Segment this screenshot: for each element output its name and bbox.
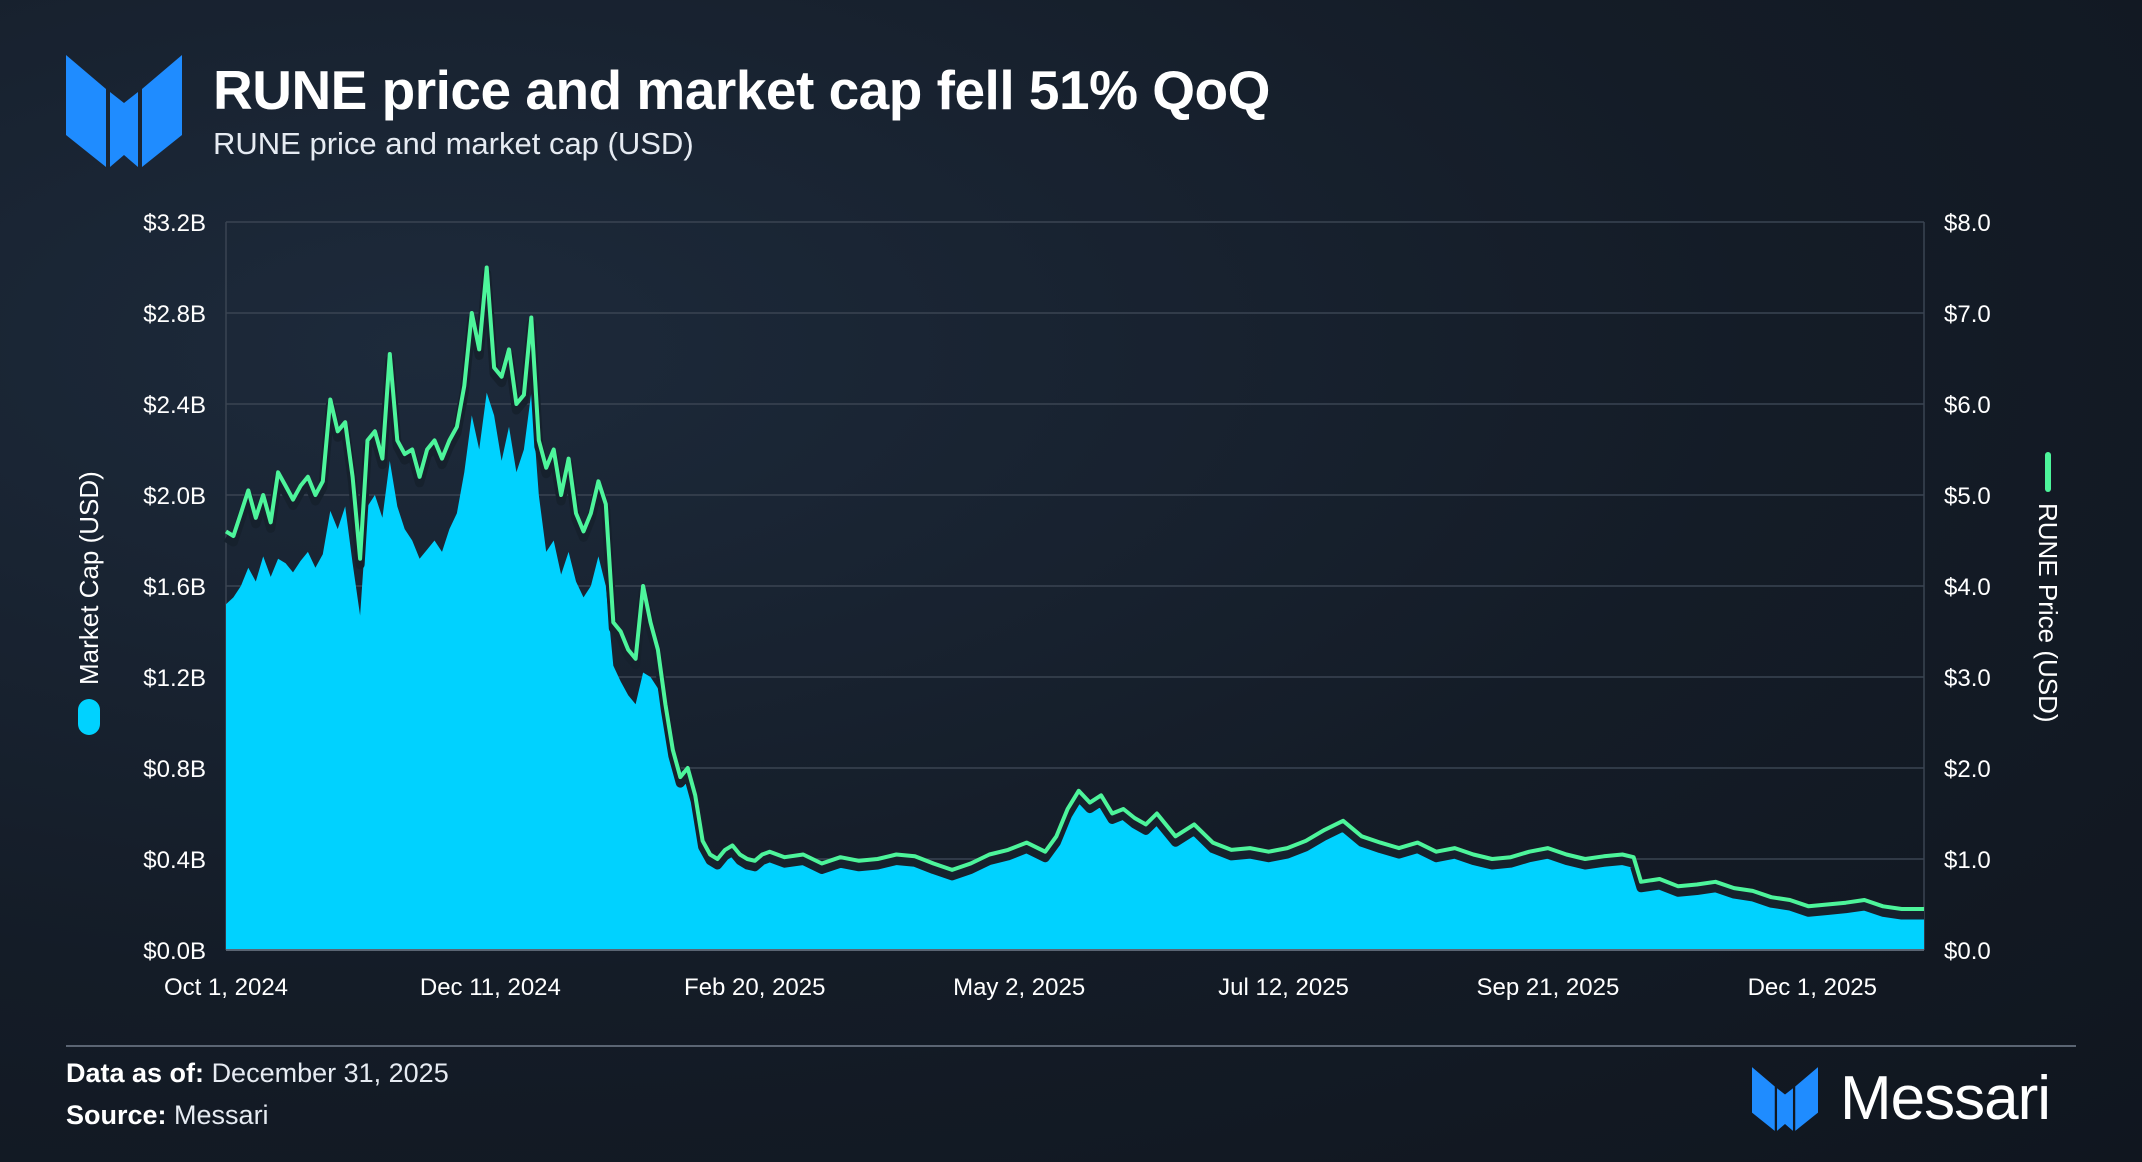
messari-brand-icon bbox=[1752, 1066, 1818, 1131]
brand: Messari bbox=[1752, 1063, 2051, 1134]
x-tick-label: Oct 1, 2024 bbox=[164, 974, 288, 1001]
left-tick-label: $0.0B bbox=[143, 938, 206, 965]
right-tick-label: $6.0 bbox=[1944, 392, 1991, 419]
right-tick-label: $5.0 bbox=[1944, 483, 1991, 510]
left-tick-label: $0.4B bbox=[143, 847, 206, 874]
x-tick-label: Dec 1, 2025 bbox=[1748, 974, 1877, 1001]
source-label: Source: bbox=[66, 1100, 167, 1130]
right-tick-label: $2.0 bbox=[1944, 756, 1991, 783]
right-tick-label: $8.0 bbox=[1944, 210, 1991, 237]
price-line bbox=[224, 265, 1924, 911]
x-tick-label: Feb 20, 2025 bbox=[684, 974, 825, 1001]
market-cap-legend-swatch bbox=[78, 699, 100, 735]
market-cap-area bbox=[226, 392, 1924, 951]
right-tick-label: $4.0 bbox=[1944, 574, 1991, 601]
right-tick-label: $0.0 bbox=[1944, 938, 1991, 965]
right-tick-label: $1.0 bbox=[1944, 847, 1991, 874]
left-tick-label: $1.6B bbox=[143, 574, 206, 601]
right-axis-title: RUNE Price (USD) bbox=[2033, 452, 2063, 723]
x-tick-label: Jul 12, 2025 bbox=[1218, 974, 1349, 1001]
price-line-shadow bbox=[223, 269, 1924, 920]
left-axis-ticks: $0.0B $0.4B $0.8B $1.2B $1.6B $2.0B $2.4B $2.8B… bbox=[143, 210, 206, 965]
right-axis-label: RUNE Price (USD) bbox=[2033, 503, 2063, 723]
brand-name: Messari bbox=[1840, 1064, 2051, 1133]
left-axis-title: Market Cap (USD) bbox=[74, 471, 104, 735]
chart-title: RUNE price and market cap fell 51% QoQ bbox=[213, 59, 1270, 121]
right-tick-label: $7.0 bbox=[1944, 301, 1991, 328]
x-axis-ticks: Oct 1, 2024 Dec 11, 2024 Feb 20, 2025 May 2… bbox=[164, 974, 1877, 1001]
left-tick-label: $0.8B bbox=[143, 756, 206, 783]
chart-canvas: $0.0B $0.4B $0.8B $1.2B $1.6B $2.0B $2.4B $2.8B… bbox=[74, 210, 2063, 1001]
left-tick-label: $2.4B bbox=[143, 392, 206, 419]
x-tick-label: May 2, 2025 bbox=[953, 974, 1085, 1001]
left-tick-label: $1.2B bbox=[143, 665, 206, 692]
left-axis-label: Market Cap (USD) bbox=[74, 471, 104, 685]
messari-logo-icon bbox=[66, 55, 182, 167]
data-as-of-value: December 31, 2025 bbox=[211, 1058, 449, 1088]
data-as-of: Data as of: December 31, 2025 bbox=[66, 1058, 449, 1089]
right-axis-ticks: $0.0 $1.0 $2.0 $3.0 $4.0 $5.0 $6.0 $7.0 $8.0 bbox=[1944, 210, 1991, 965]
footer-divider bbox=[66, 1045, 2076, 1047]
source: Source: Messari bbox=[66, 1100, 269, 1131]
left-tick-label: $3.2B bbox=[143, 210, 206, 237]
x-tick-label: Dec 11, 2024 bbox=[420, 974, 561, 1001]
source-value: Messari bbox=[174, 1100, 269, 1130]
right-tick-label: $3.0 bbox=[1944, 665, 1991, 692]
left-tick-label: $2.0B bbox=[143, 483, 206, 510]
chart-subtitle: RUNE price and market cap (USD) bbox=[213, 126, 694, 161]
data-as-of-label: Data as of: bbox=[66, 1058, 205, 1088]
left-tick-label: $2.8B bbox=[143, 301, 206, 328]
x-tick-label: Sep 21, 2025 bbox=[1477, 974, 1620, 1001]
